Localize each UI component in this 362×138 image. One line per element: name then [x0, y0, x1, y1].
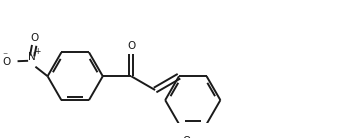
Text: O: O: [30, 33, 38, 43]
Text: O: O: [2, 57, 10, 67]
Text: N: N: [28, 52, 36, 62]
Text: +: +: [34, 47, 40, 56]
Text: O: O: [127, 41, 135, 51]
Text: O: O: [182, 136, 190, 138]
Text: ⁻: ⁻: [3, 52, 8, 62]
